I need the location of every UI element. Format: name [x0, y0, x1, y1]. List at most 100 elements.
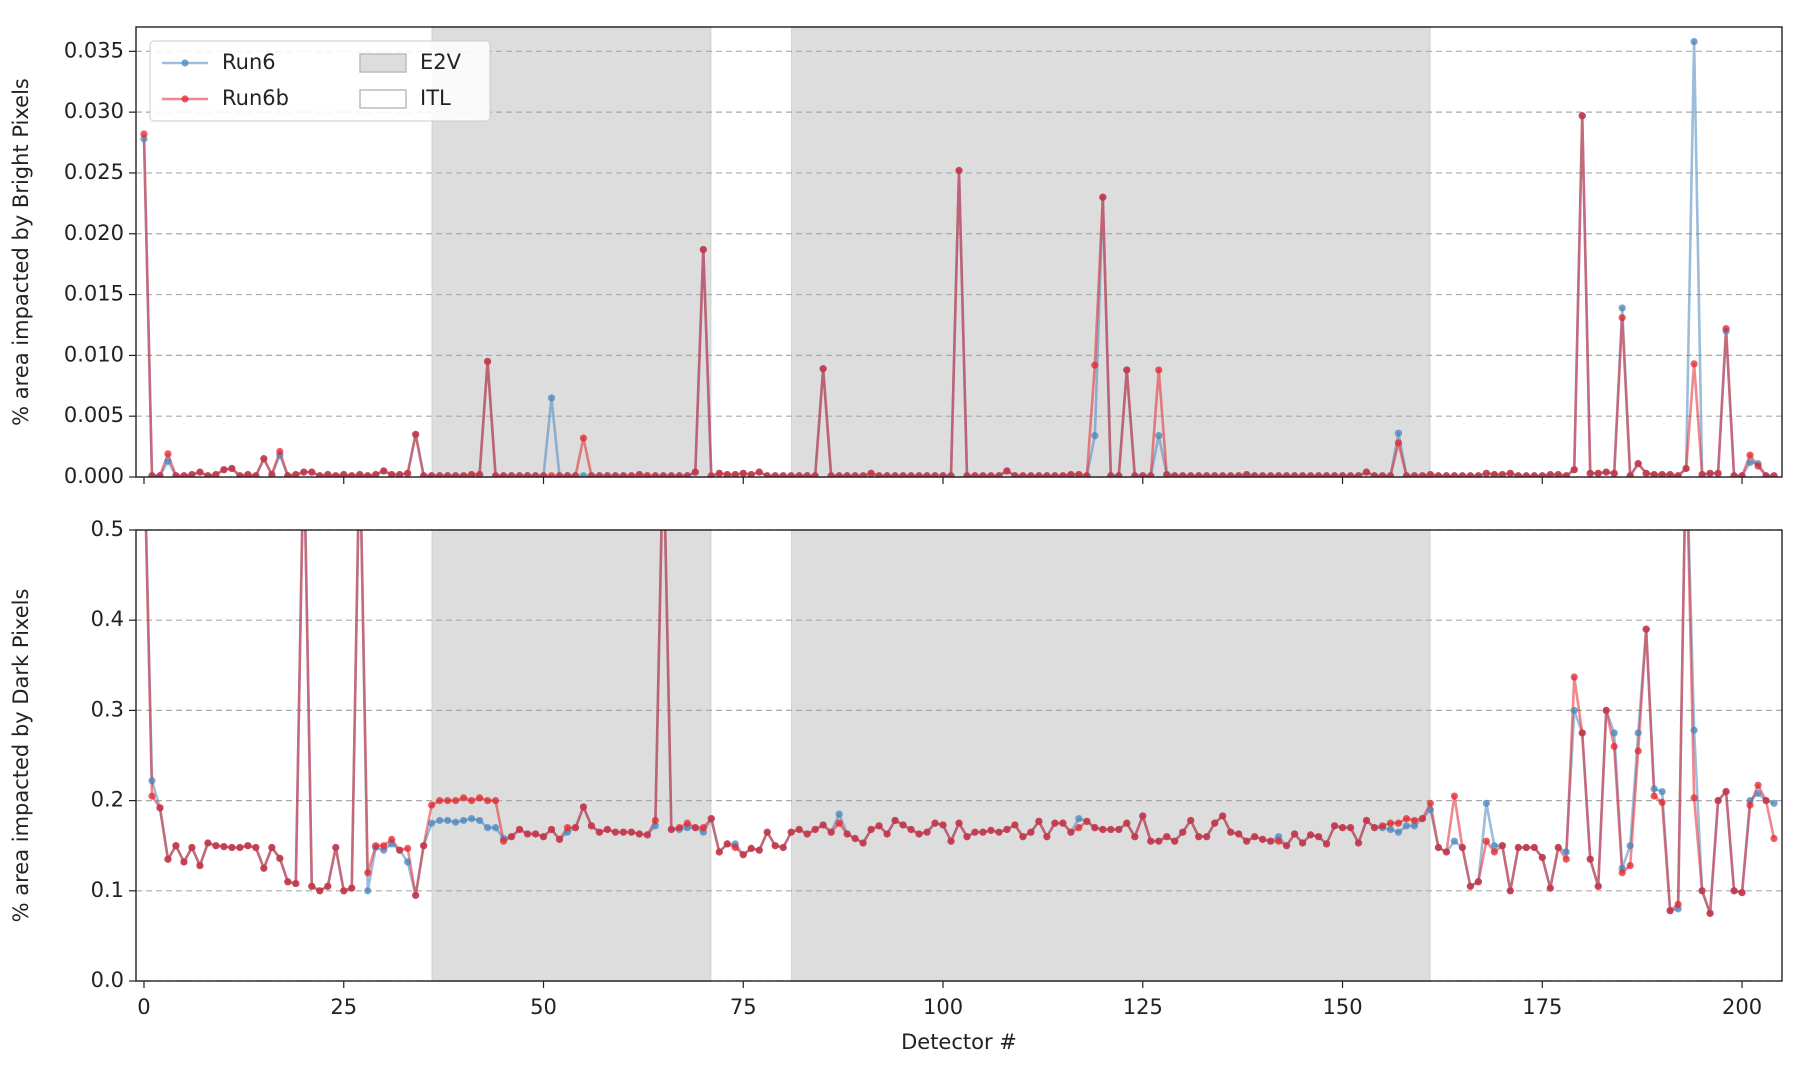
axes-frame	[135, 529, 1783, 982]
marker	[595, 828, 604, 836]
marker	[787, 472, 795, 477]
marker	[1203, 472, 1211, 477]
marker	[1650, 792, 1658, 800]
marker	[1610, 469, 1618, 477]
marker	[1554, 843, 1562, 852]
marker	[1219, 812, 1227, 820]
marker	[244, 470, 252, 477]
marker	[939, 472, 947, 477]
marker	[1290, 472, 1299, 477]
marker	[1714, 797, 1722, 805]
marker	[987, 472, 995, 477]
marker	[1498, 842, 1506, 850]
marker	[1738, 472, 1746, 477]
x-tick-label: 0	[137, 995, 150, 1019]
span	[790, 26, 1432, 478]
y-tick-label: 0.005	[64, 403, 124, 427]
marker	[547, 394, 556, 402]
marker	[1123, 819, 1131, 827]
marker	[691, 824, 699, 832]
marker	[396, 470, 404, 477]
marker	[603, 472, 612, 477]
marker	[196, 861, 204, 870]
marker	[531, 472, 540, 477]
marker	[947, 837, 955, 845]
marker	[1378, 822, 1387, 830]
marker	[436, 816, 444, 825]
marker	[979, 472, 987, 477]
marker	[1019, 833, 1027, 841]
marker	[1346, 824, 1355, 832]
marker	[1610, 729, 1618, 737]
marker	[963, 472, 971, 477]
marker	[827, 828, 835, 836]
marker	[252, 843, 260, 852]
marker	[444, 472, 452, 477]
marker	[1402, 815, 1411, 823]
marker	[1426, 806, 1435, 814]
marker	[308, 882, 316, 890]
marker	[1306, 831, 1315, 839]
marker	[1338, 824, 1347, 832]
y-tick-label: 0.4	[91, 607, 124, 631]
marker	[1402, 472, 1411, 477]
marker	[1283, 472, 1291, 477]
marker	[1730, 472, 1738, 477]
marker	[1362, 816, 1371, 825]
marker	[643, 831, 651, 839]
marker	[1482, 837, 1490, 845]
y-tick-label: 0.025	[64, 160, 124, 184]
legend-label: Run6	[222, 50, 276, 74]
marker	[268, 470, 276, 477]
marker	[915, 472, 923, 477]
marker	[1083, 817, 1091, 825]
marker	[571, 472, 580, 477]
marker	[539, 833, 548, 841]
marker	[1370, 824, 1379, 832]
marker	[1562, 855, 1570, 863]
marker	[1450, 837, 1458, 845]
marker	[1131, 833, 1139, 841]
marker	[1163, 833, 1171, 841]
marker	[611, 472, 620, 477]
x-tick-label: 150	[1322, 995, 1362, 1019]
marker	[571, 824, 580, 832]
marker	[1075, 824, 1083, 832]
marker	[1698, 470, 1706, 477]
marker	[156, 472, 164, 477]
marker	[883, 830, 891, 838]
marker	[1338, 472, 1347, 477]
marker	[491, 824, 500, 832]
marker	[635, 830, 643, 838]
marker	[1091, 824, 1099, 832]
marker	[763, 828, 771, 836]
marker	[603, 825, 612, 834]
marker	[1674, 472, 1682, 477]
marker	[491, 472, 500, 477]
marker	[627, 828, 635, 836]
marker	[1474, 878, 1482, 886]
marker	[1554, 470, 1562, 477]
marker	[1658, 787, 1666, 796]
marker	[1490, 842, 1498, 850]
marker	[1618, 314, 1626, 322]
marker	[1235, 472, 1243, 477]
marker	[755, 846, 763, 854]
legend-label: Run6b	[222, 86, 289, 110]
span	[1430, 530, 1775, 981]
marker	[499, 837, 508, 845]
marker	[827, 472, 835, 477]
marker	[236, 472, 244, 477]
y-axis-title: % area impacted by Bright Pixels	[9, 78, 33, 426]
marker	[731, 843, 739, 852]
marker	[284, 878, 292, 886]
marker	[244, 842, 252, 850]
marker	[204, 839, 212, 847]
marker	[1147, 472, 1155, 477]
marker	[1139, 812, 1147, 820]
marker	[220, 466, 228, 474]
marker	[467, 797, 476, 805]
marker	[619, 472, 628, 477]
marker	[1346, 472, 1355, 477]
